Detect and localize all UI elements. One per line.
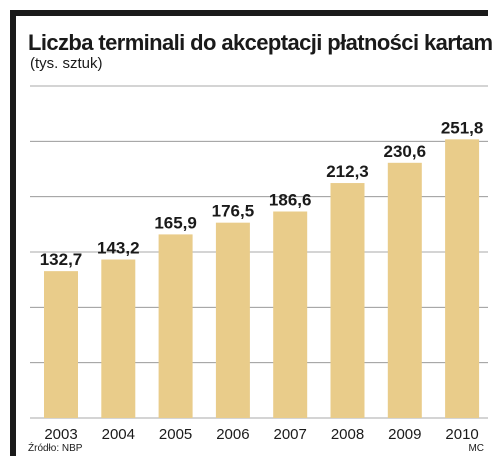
source-note: Źródło: NBP	[28, 443, 83, 454]
x-tick-label-2003: 2003	[44, 426, 77, 443]
x-tick-label-2006: 2006	[216, 426, 249, 443]
bar-2007	[273, 211, 308, 418]
x-tick-label-2009: 2009	[388, 426, 421, 443]
x-tick-label-2010: 2010	[445, 426, 478, 443]
value-label-2006: 176,5	[212, 202, 255, 221]
bar-2008	[330, 183, 365, 418]
bar-2006	[215, 222, 250, 418]
x-tick-label-2005: 2005	[159, 426, 192, 443]
value-label-2003: 132,7	[40, 250, 83, 269]
value-label-2010: 251,8	[441, 118, 484, 137]
value-label-2009: 230,6	[384, 142, 427, 161]
bar-2004	[101, 259, 136, 418]
value-label-2008: 212,3	[326, 162, 369, 181]
value-label-2007: 186,6	[269, 190, 312, 209]
chart-subtitle: (tys. sztuk)	[30, 55, 103, 72]
x-tick-label-2004: 2004	[102, 426, 135, 443]
value-label-2005: 165,9	[154, 213, 197, 232]
bar-2009	[387, 162, 422, 418]
x-tick-label-2007: 2007	[274, 426, 307, 443]
frame-left-rule	[10, 10, 16, 456]
author-credit: MC	[468, 443, 484, 454]
value-label-2004: 143,2	[97, 239, 140, 258]
bar-2003	[44, 271, 78, 418]
bar-2005	[158, 234, 193, 418]
frame-top-rule	[10, 10, 488, 16]
x-tick-label-2008: 2008	[331, 426, 364, 443]
bar-2010	[445, 139, 480, 418]
chart-title: Liczba terminali do akceptacji płatności…	[28, 30, 494, 55]
